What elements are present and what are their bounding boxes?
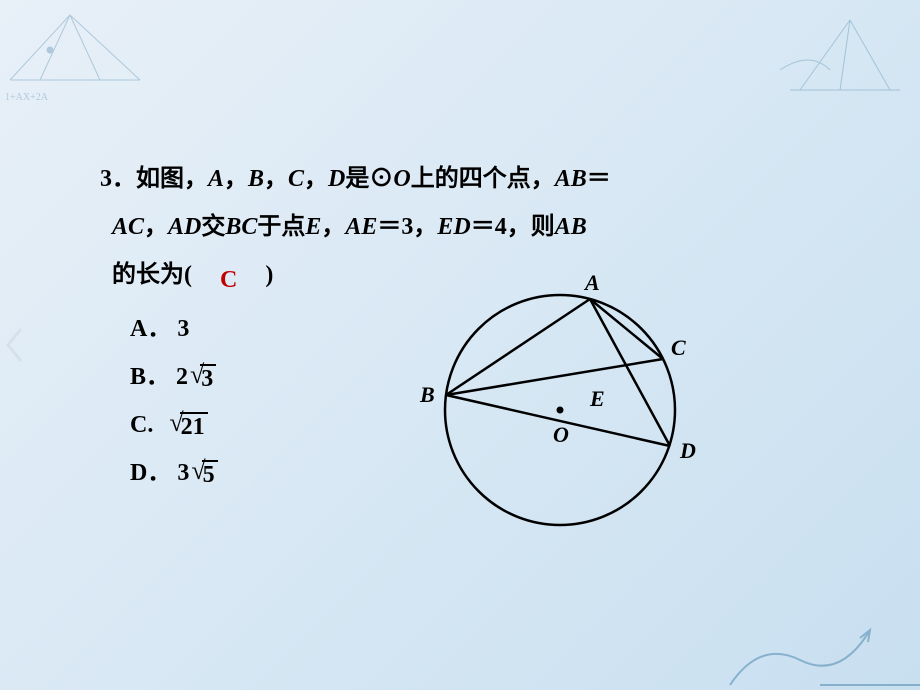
prev-slide-arrow-icon[interactable] xyxy=(5,327,23,363)
svg-text:D: D xyxy=(679,438,696,463)
sqrt-icon: √ 3 xyxy=(190,362,216,392)
bg-decoration-left: 1+AX+2A xyxy=(0,0,160,130)
question-number: 3． xyxy=(100,166,136,192)
svg-text:B: B xyxy=(419,382,435,407)
svg-text:E: E xyxy=(589,386,605,411)
svg-text:1+AX+2A: 1+AX+2A xyxy=(5,92,49,103)
bg-decoration-right xyxy=(770,0,920,130)
bg-decoration-bottom xyxy=(670,590,920,690)
answer-letter: C xyxy=(216,267,241,293)
circle-diagram: A B C D EO xyxy=(395,270,725,550)
sqrt-icon: √ 21 xyxy=(169,410,207,440)
svg-text:A: A xyxy=(583,270,600,295)
svg-text:C: C xyxy=(671,335,686,360)
svg-text:O: O xyxy=(553,422,569,447)
sqrt-icon: √ 5 xyxy=(191,458,217,488)
